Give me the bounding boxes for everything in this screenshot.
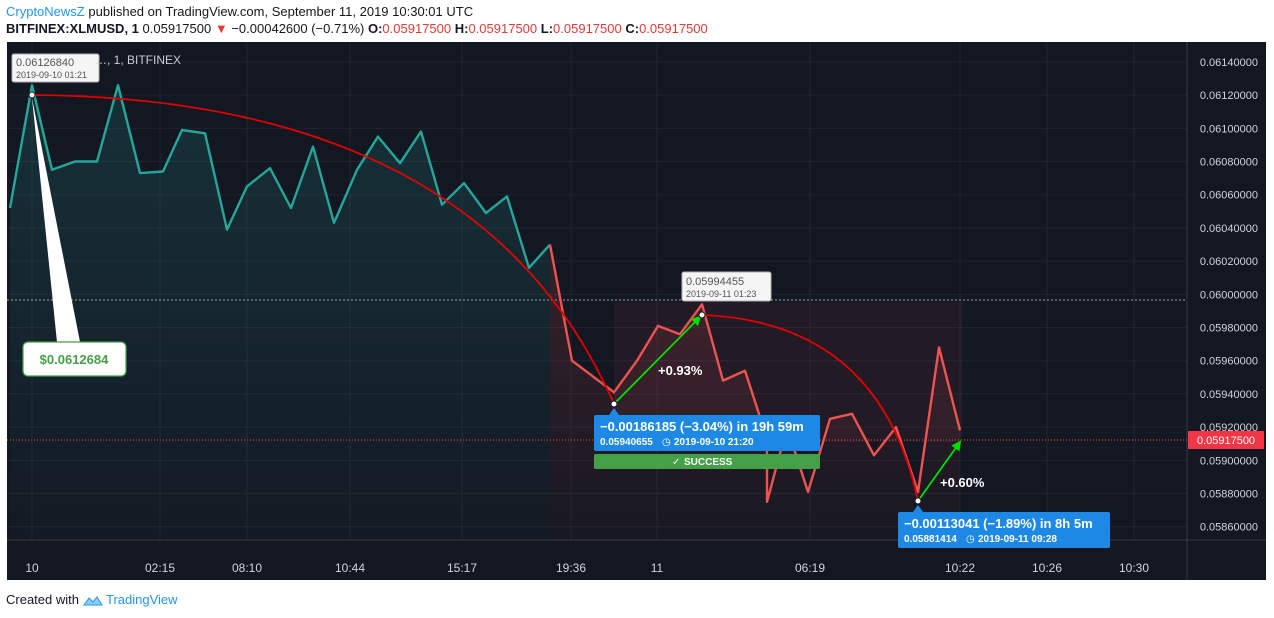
tag-mid-price: 0.05994455 bbox=[686, 276, 744, 288]
clock-icon-2: ◷ bbox=[966, 534, 975, 545]
axis-ticks: 10 02:15 08:10 10:44 15:17 19:36 11 06:19 10:22 1… bbox=[25, 57, 1258, 575]
callout-box[interactable] bbox=[22, 341, 127, 377]
chart-header: CryptoNewsZ published on TradingView.com… bbox=[0, 0, 1274, 42]
x-tick-label: 19:36 bbox=[556, 561, 586, 575]
measure-1-sub-date: 2019-09-10 21:20 bbox=[674, 437, 754, 448]
price-chart[interactable]: 10 02:15 08:10 10:44 15:17 19:36 11 06:19 10:22 1… bbox=[0, 42, 1274, 582]
measure-1-box[interactable] bbox=[594, 415, 820, 451]
x-tick-label: 06:19 bbox=[795, 561, 825, 575]
last-price-tag bbox=[1188, 431, 1264, 449]
last-price: 0.05917500 bbox=[142, 21, 212, 36]
tag-high-date: 2019-09-10 01:21 bbox=[16, 70, 87, 80]
y-tick-label: 0.06060000 bbox=[1200, 190, 1258, 202]
measure-1-sub-price: 0.05940655 bbox=[600, 437, 653, 448]
x-tick-label: 10:22 bbox=[945, 561, 975, 575]
arc-drawing-2[interactable] bbox=[701, 314, 919, 502]
x-tick-label: 08:10 bbox=[232, 561, 262, 575]
open-value: 0.05917500 bbox=[382, 21, 452, 36]
publisher-name[interactable]: CryptoNewsZ bbox=[6, 4, 85, 19]
measure-1-pointer bbox=[609, 408, 619, 415]
callout-pointer bbox=[32, 98, 82, 352]
published-text: published on TradingView.com, September … bbox=[88, 4, 474, 19]
y-tick-label: 0.06140000 bbox=[1200, 57, 1258, 69]
tag-high-box[interactable] bbox=[11, 53, 100, 83]
x-tick-label: 11 bbox=[651, 561, 664, 575]
callout-text: $0.0612684 bbox=[40, 352, 109, 367]
low-value: 0.05917500 bbox=[553, 21, 622, 36]
x-tick-label: 10:44 bbox=[335, 561, 365, 575]
y-tick-label: 0.05860000 bbox=[1200, 522, 1258, 534]
x-tick-label: 10:30 bbox=[1119, 561, 1149, 575]
gain-label-1: +0.93% bbox=[658, 363, 703, 378]
teal-series-line bbox=[8, 84, 551, 269]
high-value: 0.05917500 bbox=[468, 21, 538, 36]
red-series-line bbox=[548, 244, 962, 503]
change-value: −0.00042600 (−0.71%) bbox=[231, 21, 365, 36]
measure-2-box[interactable] bbox=[898, 512, 1110, 548]
publish-line: CryptoNewsZ published on TradingView.com… bbox=[6, 4, 473, 19]
high-label: H: bbox=[454, 21, 469, 36]
last-price-tag-text: 0.05917500 bbox=[1197, 435, 1255, 447]
series-lines bbox=[8, 84, 962, 503]
point-high[interactable] bbox=[28, 91, 36, 99]
y-tick-label: 0.05980000 bbox=[1200, 323, 1258, 335]
tag-mid-date: 2019-09-11 01:23 bbox=[686, 289, 756, 299]
arc-drawing-1[interactable] bbox=[31, 94, 615, 405]
open-label: O: bbox=[367, 21, 383, 36]
clock-icon: ◷ bbox=[662, 437, 671, 448]
tag-mid-box[interactable] bbox=[681, 271, 772, 302]
low-label: L: bbox=[540, 21, 554, 36]
gain-label-2: +0.60% bbox=[940, 475, 985, 490]
teal-area bbox=[10, 85, 550, 540]
tradingview-link[interactable]: TradingView bbox=[106, 592, 178, 607]
symbol-label: BITFINEX:XLMUSD, 1 bbox=[6, 21, 139, 36]
measure-2-text: −0.00113041 (−1.89%) in 8h 5m bbox=[904, 516, 1093, 531]
x-tick-label: 10:26 bbox=[1032, 561, 1062, 575]
y-tick-label: 0.06120000 bbox=[1200, 90, 1258, 102]
point-low-2[interactable] bbox=[914, 497, 922, 505]
drawings: $0.0612684 0.06126840 2019-09-10 01:21 …… bbox=[11, 53, 1110, 548]
close-value: 0.05917500 bbox=[639, 21, 708, 36]
y-tick-label: 0.05940000 bbox=[1200, 389, 1258, 401]
tag-high-price: 0.06126840 bbox=[16, 57, 74, 69]
y-tick-label: 0.06000000 bbox=[1200, 289, 1258, 301]
measure-2-sub-price: 0.05881414 bbox=[904, 534, 957, 545]
close-label: C: bbox=[625, 21, 640, 36]
footer: Created with TradingView bbox=[6, 592, 178, 607]
y-tick-label: 0.06080000 bbox=[1200, 157, 1258, 169]
y-tick-label: 0.05960000 bbox=[1200, 356, 1258, 368]
y-tick-label: 0.06040000 bbox=[1200, 223, 1258, 235]
success-bar[interactable] bbox=[594, 454, 820, 469]
y-tick-label: 0.06100000 bbox=[1200, 123, 1258, 135]
y-tick-label: 0.06020000 bbox=[1200, 256, 1258, 268]
x-tick-label: 02:15 bbox=[145, 561, 175, 575]
y-tick-label: 0.05900000 bbox=[1200, 455, 1258, 467]
gain-arrow-1[interactable] bbox=[613, 315, 702, 405]
point-mid[interactable] bbox=[698, 311, 706, 319]
check-icon: ✓ bbox=[672, 457, 680, 468]
success-label: SUCCESS bbox=[684, 457, 733, 468]
measure-1-text: −0.00186185 (−3.04%) in 19h 59m bbox=[600, 419, 804, 434]
measure-2-sub-date: 2019-09-11 09:28 bbox=[978, 534, 1057, 545]
x-tick-label: 10 bbox=[25, 561, 39, 575]
measure-2-pointer bbox=[913, 505, 923, 512]
tradingview-logo-icon bbox=[82, 595, 103, 606]
x-tick-label: 15:17 bbox=[447, 561, 477, 575]
created-with-text: Created with bbox=[6, 592, 79, 607]
gain-arrow-2[interactable] bbox=[917, 440, 962, 502]
down-triangle-icon: ▼ bbox=[214, 21, 228, 36]
legend-partial: …, 1, BITFINEX bbox=[95, 53, 181, 67]
point-low-1[interactable] bbox=[610, 400, 618, 408]
y-tick-label: 0.05880000 bbox=[1200, 489, 1258, 501]
ohlc-line: BITFINEX:XLMUSD, 1 0.05917500 ▼ −0.00042… bbox=[6, 21, 708, 36]
